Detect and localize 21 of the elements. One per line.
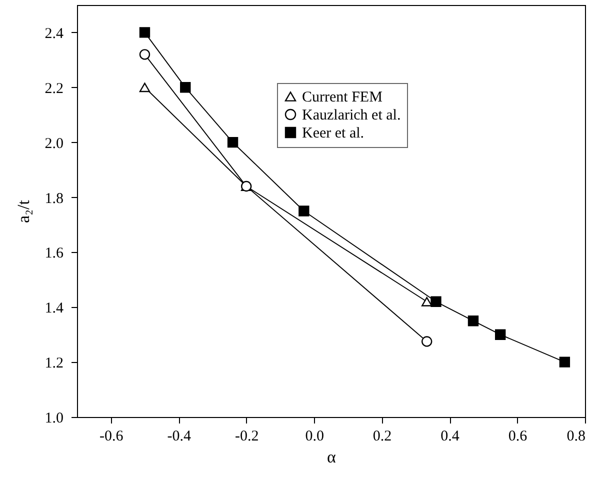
x-axis-title: α (327, 448, 336, 466)
x-tick-label: 0.6 (508, 428, 528, 444)
x-tick-label: 0.2 (372, 428, 392, 444)
y-axis-title: a₂/t (14, 200, 33, 223)
y-tick-label: 1.0 (44, 410, 64, 426)
y-tick-label: 2.4 (44, 26, 64, 42)
y-tick-label: 2.2 (44, 80, 64, 97)
x-tick-label: -0.6 (99, 428, 124, 444)
x-tick-label: -0.2 (234, 428, 259, 444)
x-tick-label: 0.0 (305, 428, 324, 444)
legend-label: Kauzlarich et al. (302, 108, 401, 124)
x-tick-label: 0.4 (440, 428, 460, 444)
y-tick-label: 1.8 (44, 190, 64, 207)
y-tick-label: 1.4 (44, 300, 64, 317)
x-tick-label: -0.4 (167, 428, 192, 444)
legend-label: Keer et al. (302, 126, 364, 142)
y-tick-label: 1.2 (44, 356, 64, 372)
x-tick-label: 0.8 (566, 428, 586, 444)
legend-label: Current FEM (302, 90, 382, 106)
y-tick-label: 2.0 (44, 136, 64, 152)
y-tick-label: 1.6 (44, 246, 64, 262)
